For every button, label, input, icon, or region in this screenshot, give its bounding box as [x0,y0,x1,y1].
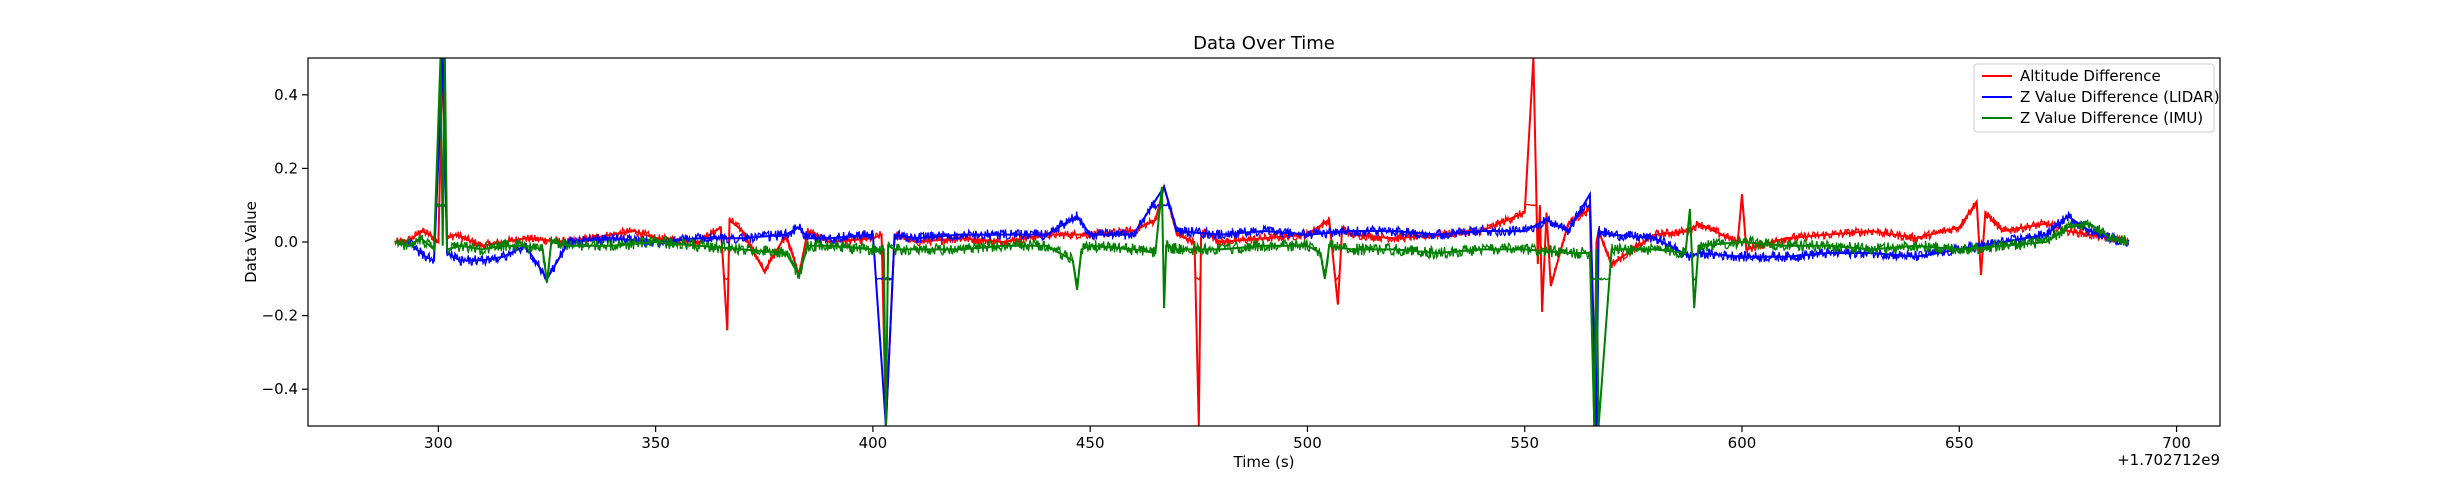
x-tick-label: 450 [1076,434,1105,452]
legend-label: Altitude Difference [2020,67,2161,85]
x-tick-label: 500 [1293,434,1322,452]
series-line [394,58,2129,426]
legend-label: Z Value Difference (IMU) [2020,109,2203,127]
y-tick-label: −0.4 [262,380,298,398]
x-tick-label: 550 [1510,434,1539,452]
x-axis-label: Time (s) [1233,453,1295,471]
chart-title: Data Over Time [1193,33,1335,54]
legend: Altitude Difference Z Value Difference (L… [1973,63,2220,133]
y-tick-label: 0.2 [274,159,298,177]
x-tick-label: 650 [1945,434,1974,452]
x-tick-label: 600 [1728,434,1757,452]
legend-label: Z Value Difference (LIDAR) [2020,88,2220,106]
x-axis: 300 350 400 450 500 550 600 650 700 [424,426,2191,452]
y-axis-label: Data Value [242,201,260,283]
x-tick-label: 300 [424,434,453,452]
x-axis-offset-label: +1.702712e9 [2117,451,2220,469]
y-tick-label: 0.4 [274,86,298,104]
y-tick-label: 0.0 [274,233,298,251]
x-tick-label: 700 [2162,434,2191,452]
series-3 [394,58,2129,426]
x-tick-label: 350 [641,434,670,452]
legend-box [1973,63,2215,133]
x-tick-label: 400 [859,434,888,452]
y-axis: −0.4 −0.2 0.0 0.2 0.4 [262,86,308,398]
series-layer [394,58,2130,426]
y-tick-label: −0.2 [262,307,298,325]
